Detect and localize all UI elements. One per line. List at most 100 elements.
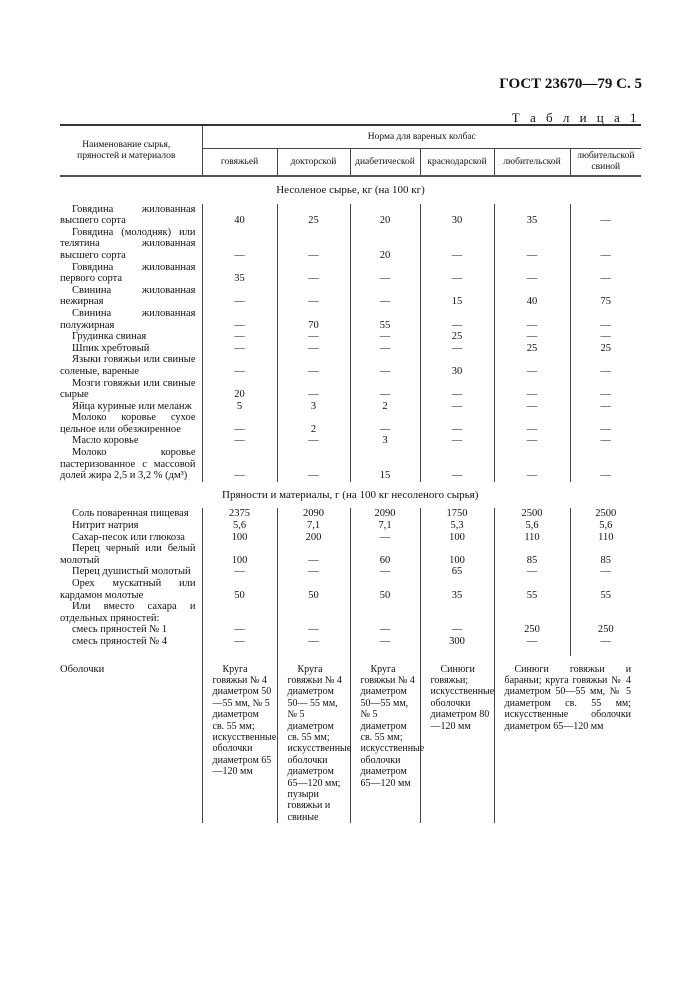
table-row: Грудинка свиная — — —25— —: [60, 331, 642, 343]
cell-value: —: [276, 226, 350, 262]
cell-value: —: [201, 635, 277, 648]
cell-value: —: [276, 261, 350, 285]
cell-value: —: [493, 331, 570, 343]
row-label: Молоко коровье сухое цельное или обезжир…: [60, 412, 196, 435]
cell-value: 2375: [201, 508, 277, 521]
cell-value: —: [419, 624, 494, 636]
casing-cell: Синюги говяжьи; искусственные оболочки д…: [419, 655, 494, 824]
cell-value: —: [493, 377, 570, 401]
cell-value: 2: [349, 400, 420, 413]
cell-value: —: [493, 400, 570, 413]
cell-value: —: [419, 412, 494, 436]
cell-value: —: [419, 435, 494, 448]
table-row: Говядина жилованная первого сорта 35— — — — —: [60, 261, 642, 285]
cell-value: 40: [493, 284, 570, 308]
cell-value: —: [276, 624, 350, 636]
cell-value: —: [201, 354, 277, 378]
table-row: Сахар-песок или глюкоза 100 200—100 110 110: [60, 531, 642, 544]
cell-value: —: [419, 261, 494, 285]
cell-value: —: [569, 261, 642, 285]
cell-value: —: [349, 331, 420, 343]
cell-value: 70: [276, 307, 350, 332]
cell-value: 25: [493, 342, 570, 355]
cell-value: 100: [201, 531, 277, 544]
casing-cell: Круга говяжьи № 4 диаметром 50— 55 мм, №…: [276, 655, 351, 824]
cell-value: 200: [276, 531, 350, 544]
norm-column-header: Норма для вареных колбас: [201, 124, 642, 149]
cell-value: 5,6: [493, 520, 570, 532]
cell-value: 110: [493, 531, 570, 544]
cell-value: 15: [419, 284, 494, 308]
cell-value: —: [493, 447, 570, 482]
cell-value: 2500: [569, 508, 642, 521]
table-row: Соль поваренная пищевая 2375 2090 2090 1750 2…: [60, 508, 642, 521]
cell-value: —: [201, 435, 277, 448]
cell-value: —: [276, 354, 350, 378]
cell-value: —: [493, 635, 570, 648]
cell-value: —: [276, 543, 350, 567]
cell-value: 7,1: [276, 520, 350, 532]
cell-value: [349, 601, 420, 625]
cell-value: 250: [569, 624, 642, 636]
cell-value: 5,3: [419, 520, 494, 532]
table-row: Нитрит натрия 5,6 7,1 7,1 5,3 5,6 5,6: [60, 520, 642, 532]
cell-value: —: [276, 377, 350, 401]
table-row: Свинина жилованная полужирная —70 55— — —: [60, 307, 642, 332]
cell-value: [569, 601, 642, 625]
column-header: краснодарской: [419, 148, 494, 177]
cell-value: —: [569, 435, 642, 448]
cell-value: —: [569, 331, 642, 343]
cell-value: 1750: [419, 508, 494, 521]
cell-value: —: [493, 435, 570, 448]
cell-value: —: [201, 284, 277, 308]
cell-value: —: [349, 342, 420, 355]
column-header: диабетической: [349, 148, 420, 177]
section-title: Пряности и материалы, г (на 100 кг несол…: [222, 488, 479, 501]
cell-value: —: [569, 447, 642, 482]
cell-value: 25: [569, 342, 642, 355]
section-title: Несоленое сырье, кг (на 100 кг): [276, 184, 425, 196]
table-label: Т а б л и ц а 1: [511, 110, 640, 125]
table-row: Свинина жилованная нежирная — — —15 40 75: [60, 284, 642, 308]
cell-value: 20: [349, 226, 420, 262]
table-row: Мозги говяжьи или свиные сырые 20— — — — —: [60, 377, 642, 401]
row-label: Перец черный или белый молотый: [60, 543, 196, 566]
cell-value: —: [349, 635, 420, 648]
cell-value: —: [419, 307, 494, 332]
cell-value: —: [569, 566, 642, 578]
cell-value: [493, 601, 570, 625]
row-label: Масло коровье: [72, 435, 139, 447]
cell-value: 55: [493, 578, 570, 602]
row-label: Мозги говяжьи или свиные сырые: [60, 377, 196, 401]
cell-value: —: [201, 624, 277, 636]
cell-value: 5: [201, 400, 277, 413]
cell-value: 5,6: [201, 520, 277, 532]
column-header: докторской: [276, 148, 350, 177]
cell-value: 3: [276, 400, 350, 413]
cell-value: 60: [349, 543, 420, 567]
cell-value: —: [349, 566, 420, 578]
row-label: Молоко коровье пастеризованное с массово…: [60, 447, 196, 482]
table-row: Шпик хребтовый — — — —25 25: [60, 342, 642, 355]
row-label: Соль поваренная пищевая: [72, 508, 189, 520]
row-label: смесь пряностей № 4: [72, 635, 168, 647]
cell-value: 100: [419, 531, 494, 544]
table-row: Говядина жилованная высшего сорта 40 25 20 3…: [60, 203, 642, 227]
cell-value: —: [349, 377, 420, 401]
cell-value: —: [419, 342, 494, 355]
row-label: Яйца куриные или меланж: [72, 400, 192, 412]
cell-value: —: [569, 412, 642, 436]
cell-value: —: [201, 447, 277, 482]
row-label: Нитрит натрия: [72, 520, 139, 532]
table-row: Или вместо сахара и отдельных пряностей:: [60, 601, 642, 625]
table-row: Языки говяжьи или свиные соленые, варены…: [60, 354, 642, 378]
row-label: Или вместо сахара и отдельных пряностей:: [60, 601, 196, 624]
casing-cell: Круга говяжьи № 4 диаметром 50—55 мм, № …: [201, 655, 277, 824]
cell-value: —: [569, 203, 642, 227]
cell-value: 15: [349, 447, 420, 482]
table-row: Перец черный или белый молотый 100—60 100 8…: [60, 543, 642, 567]
cell-value: —: [201, 412, 277, 436]
cell-value: —: [569, 635, 642, 648]
table-row: Говядина (молодняк) или телятина жилован…: [60, 226, 642, 262]
cell-value: —: [419, 400, 494, 413]
